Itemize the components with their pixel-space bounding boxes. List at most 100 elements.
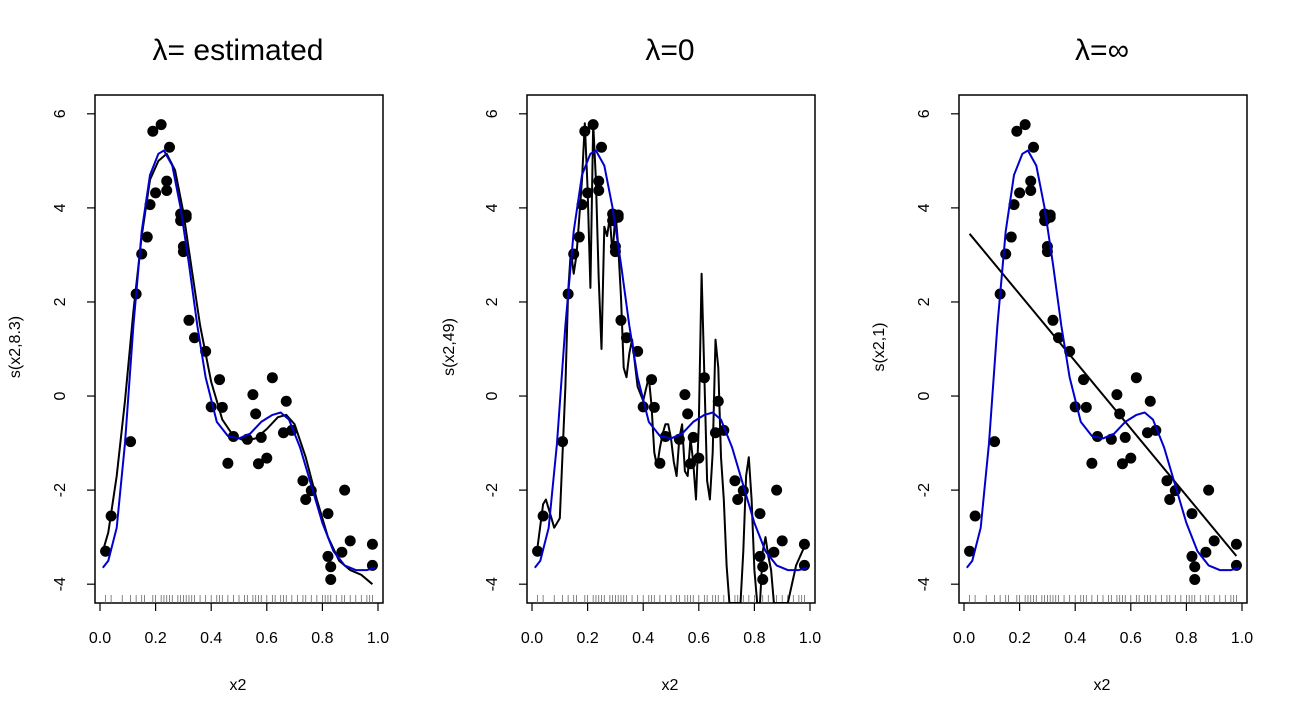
data-point	[1053, 332, 1065, 344]
plot-area: 0.0 0.2 0.4 0.6 0.8 1.0 -4 -2 0 2 4 6	[916, 94, 1253, 647]
data-point	[344, 535, 356, 547]
y-tick-label: -2	[916, 483, 933, 497]
data-point	[1186, 550, 1198, 562]
data-point	[1208, 535, 1220, 547]
data-point	[1200, 546, 1212, 558]
data-point	[325, 573, 337, 585]
data-point	[596, 141, 607, 153]
data-point	[754, 550, 766, 562]
data-point	[537, 510, 549, 522]
y-tick-label: 0	[52, 391, 69, 400]
y-tick-label: 4	[52, 203, 69, 212]
data-point	[252, 458, 264, 470]
data-point	[1044, 211, 1056, 223]
data-point	[300, 494, 312, 506]
data-point	[621, 332, 633, 344]
x-tick-label: 0.6	[256, 630, 278, 647]
x-tick-label: 1.0	[799, 630, 821, 647]
data-point	[336, 546, 348, 558]
x-tick-label: 0.6	[1120, 630, 1142, 647]
plot-area: 0.0 0.2 0.4 0.6 0.8 1.0 -4 -2 0 2 4 6	[484, 94, 821, 647]
data-point	[1203, 484, 1215, 496]
data-point	[366, 538, 378, 550]
data-point	[277, 427, 289, 439]
y-tick-label: 4	[916, 203, 933, 212]
data-point	[732, 494, 744, 506]
y-tick-label: -4	[916, 577, 933, 591]
x-tick-label: 1.0	[1231, 630, 1253, 647]
plot-area: 0.0 0.2 0.4 0.6 0.8 1.0 -4 -2 0 2 4 6	[52, 94, 389, 647]
y-tick-label: 6	[52, 109, 69, 118]
x-axis-label: x2	[662, 677, 679, 694]
x-tick-label: 0.8	[743, 630, 765, 647]
x-axis-label: x2	[1094, 677, 1111, 694]
data-point	[136, 248, 148, 260]
fit-curve	[533, 122, 806, 603]
data-point	[325, 561, 337, 573]
data-point	[757, 573, 769, 585]
data-point	[1014, 187, 1026, 199]
y-tick-label: 0	[484, 391, 501, 400]
reference-curve	[534, 149, 808, 572]
panel-lambda-zero: λ=0 x2 s(x2,49) 0.0 0.2 0.4 0.6 0.8 1.0 -4 -2 0 2…	[441, 34, 821, 694]
data-point	[682, 408, 694, 420]
data-point	[1161, 475, 1173, 487]
y-tick-label: -2	[484, 483, 501, 497]
data-point	[1164, 494, 1176, 506]
data-point	[1019, 119, 1031, 131]
plot-frame	[526, 94, 816, 604]
data-point	[1047, 314, 1059, 326]
data-point	[712, 395, 724, 407]
y-tick-label: 2	[484, 297, 501, 306]
data-point	[754, 508, 766, 520]
data-point	[161, 175, 173, 187]
data-point	[322, 508, 334, 520]
data-point	[1111, 389, 1123, 401]
data-point	[155, 119, 167, 131]
data-point	[964, 545, 976, 557]
x-tick-label: 0.2	[576, 630, 598, 647]
data-point	[247, 389, 259, 401]
data-point	[150, 187, 162, 199]
data-point	[161, 184, 173, 196]
reference-curve	[102, 149, 376, 572]
data-point	[1086, 457, 1098, 469]
data-point	[141, 231, 153, 243]
data-point	[1141, 427, 1153, 439]
data-point	[573, 231, 585, 243]
data-point	[222, 457, 234, 469]
data-point	[1025, 184, 1037, 196]
panel-lambda-estimated: λ= estimated x2 s(x2,8.3) 0.0 0.2 0.4 0.6 0.…	[7, 34, 389, 694]
data-point	[1125, 452, 1137, 464]
plot-frame	[94, 94, 384, 604]
data-point	[266, 372, 278, 384]
x-axis-label: x2	[230, 677, 247, 694]
data-point	[1005, 231, 1017, 243]
x-tick-label: 0.4	[200, 630, 222, 647]
data-point	[532, 545, 544, 557]
data-point	[593, 184, 605, 196]
data-point	[1025, 175, 1037, 187]
x-tick-label: 0.4	[632, 630, 654, 647]
data-point	[776, 535, 788, 547]
y-axis-label: s(x2,49)	[441, 318, 458, 376]
reference-curve	[966, 149, 1240, 572]
data-point	[261, 452, 273, 464]
data-point	[147, 125, 159, 137]
data-point	[969, 510, 981, 522]
data-point	[771, 484, 783, 496]
x-tick-label: 1.0	[367, 630, 389, 647]
plot-frame	[958, 94, 1248, 604]
y-tick-label: 4	[484, 203, 501, 212]
data-point	[1119, 431, 1131, 443]
data-point	[1130, 372, 1142, 384]
data-point	[125, 436, 137, 448]
data-point	[1230, 538, 1242, 550]
y-tick-label: 2	[52, 297, 69, 306]
x-tick-label: 0.8	[1175, 630, 1197, 647]
x-tick-label: 0.4	[1064, 630, 1086, 647]
y-tick-label: -4	[484, 577, 501, 591]
y-axis-label: s(x2,1)	[871, 323, 888, 372]
data-point	[1189, 561, 1201, 573]
